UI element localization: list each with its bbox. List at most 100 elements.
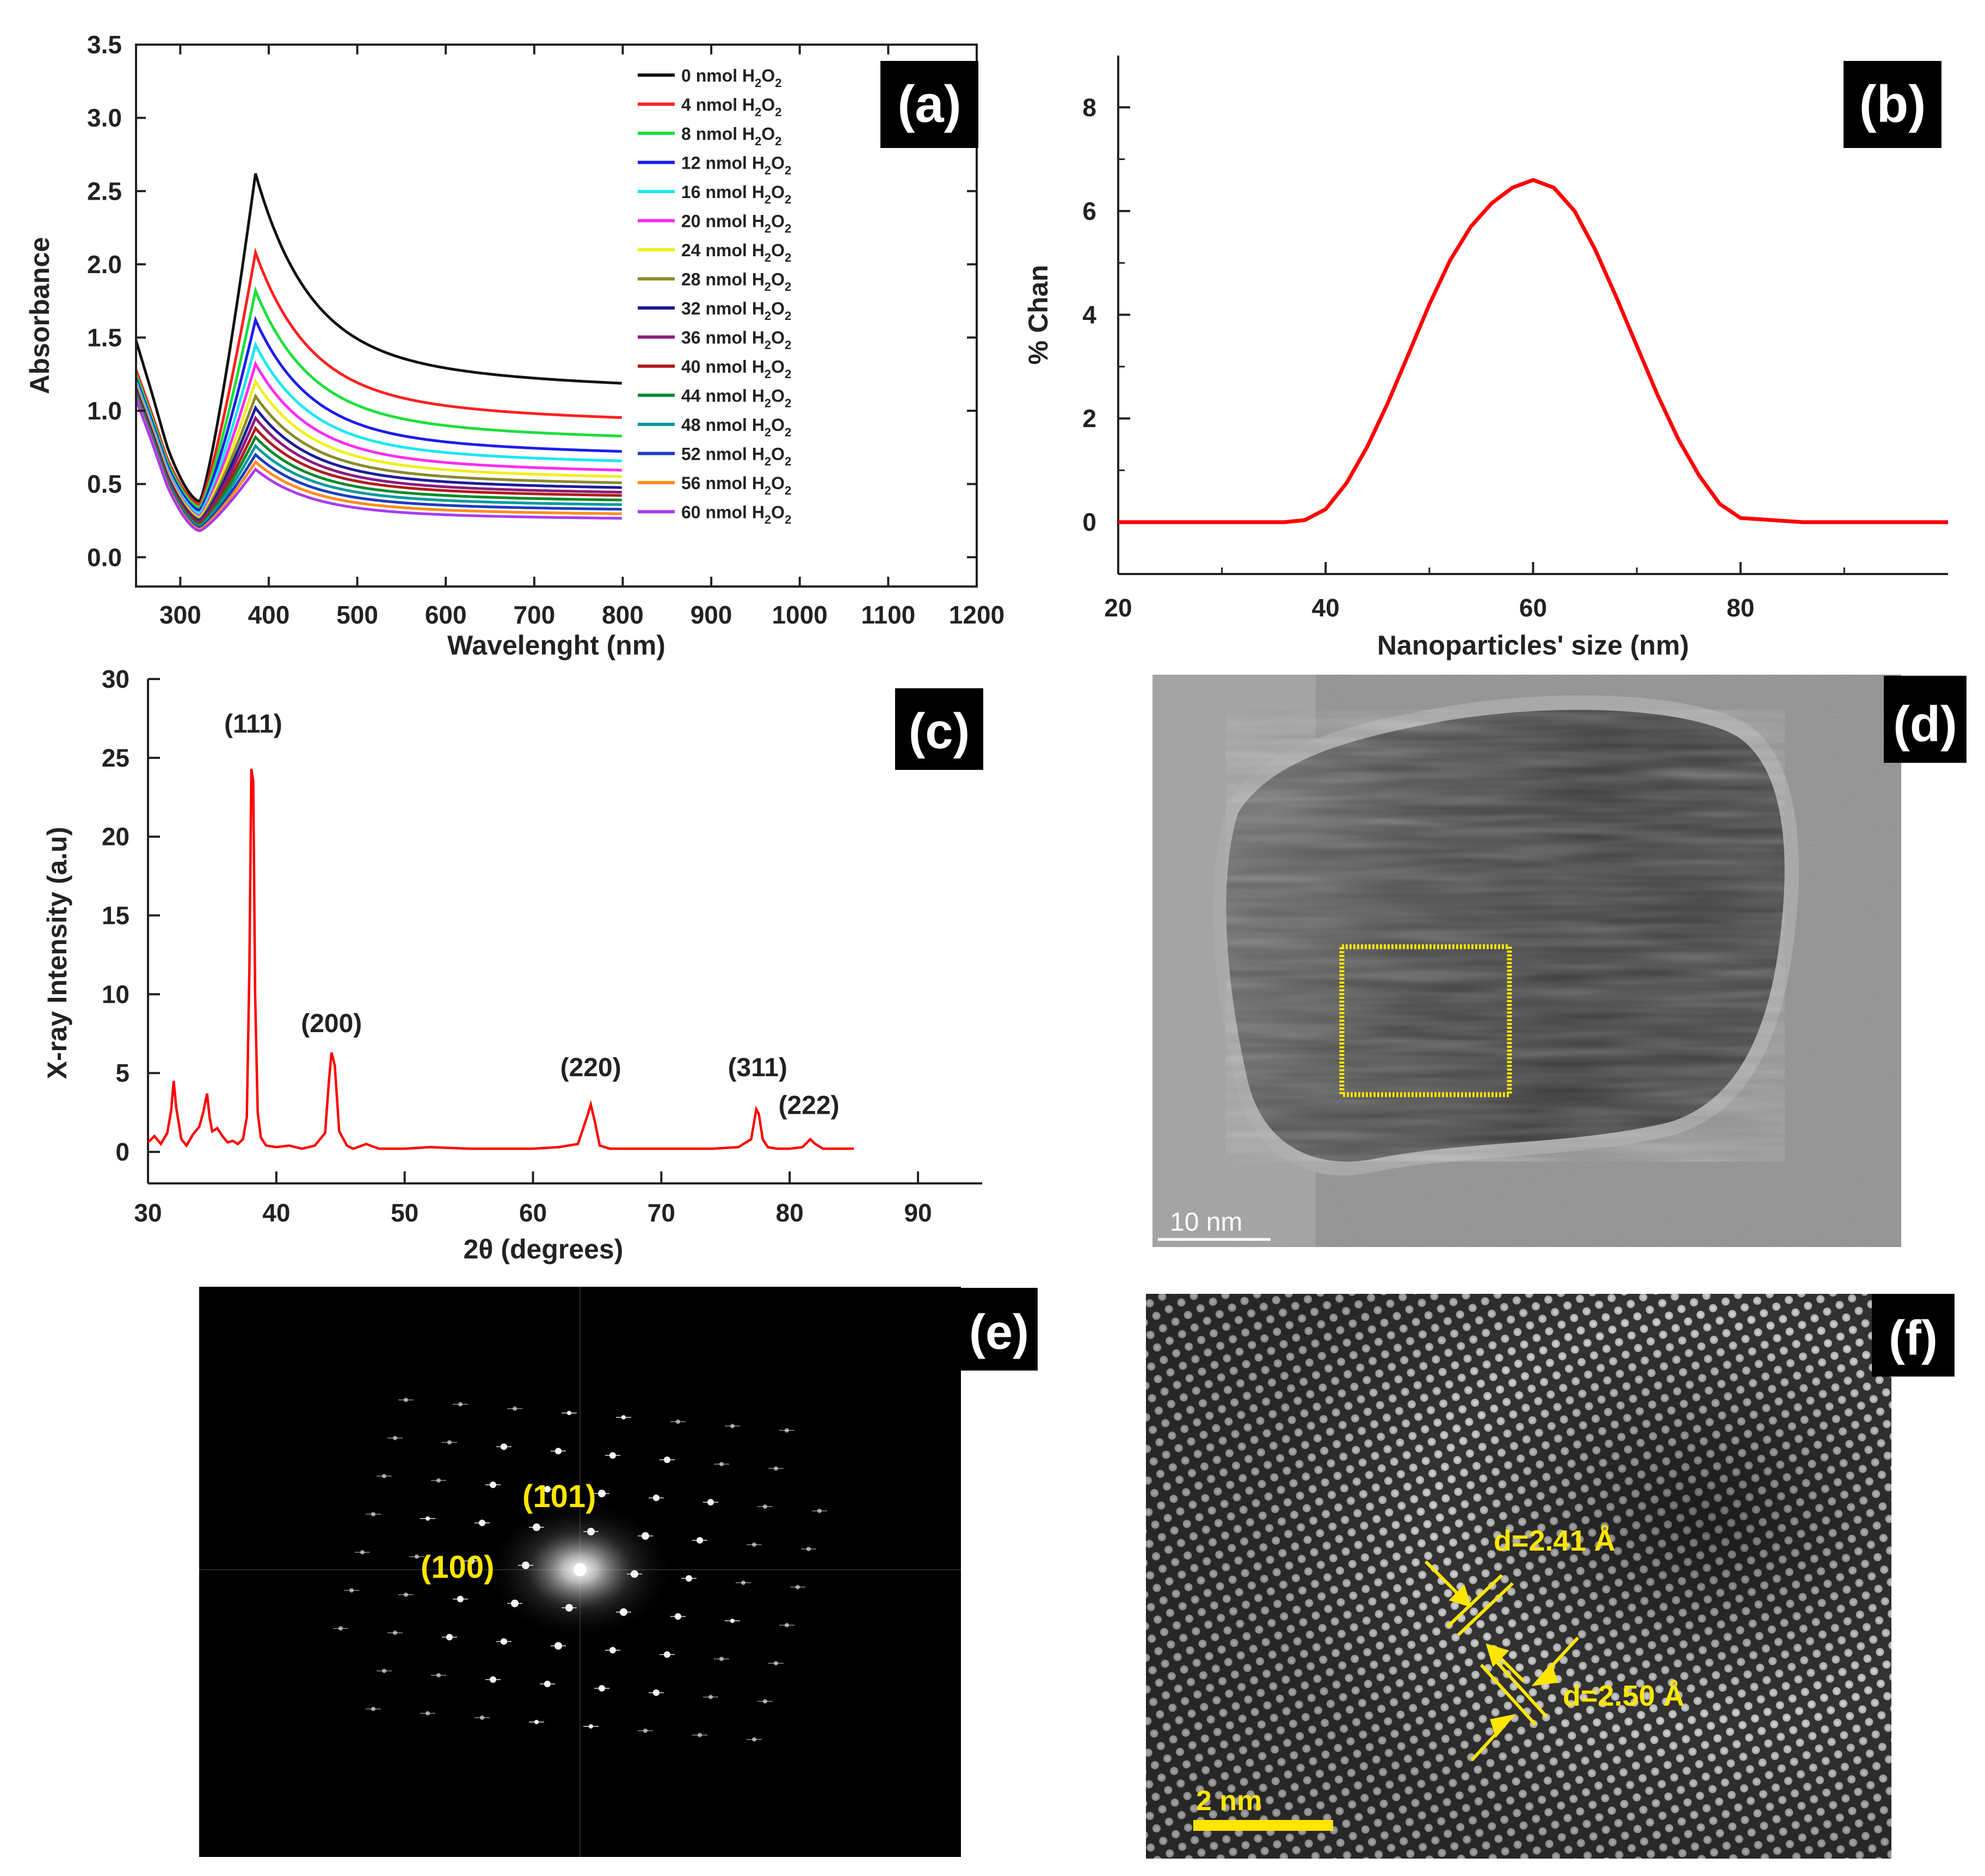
- x-axis-label: 2θ (degrees): [464, 1234, 624, 1264]
- y-tick-label: 2.0: [87, 250, 122, 279]
- panel-c-tag: (c): [909, 704, 970, 759]
- legend-label-11: 44 nmol H2O2: [681, 386, 791, 410]
- x-tick-label: 20: [1104, 594, 1132, 622]
- y-axis-label: Absorbance: [24, 237, 55, 394]
- panel-c-series-group: [147, 768, 854, 1150]
- panel-d-tag-box: [1884, 676, 1966, 763]
- spot-label-101: (101): [522, 1479, 596, 1514]
- fft-center-spot: [574, 1563, 587, 1576]
- y-tick-label: 30: [102, 665, 130, 693]
- x-tick-label: 60: [1519, 594, 1547, 622]
- panel-c-annotations: (111) (200) (220) (311) (222): [224, 709, 840, 1120]
- y-tick-label: 3.0: [87, 104, 122, 132]
- y-tick-label: 2: [1082, 404, 1096, 433]
- legend-label-6: 24 nmol H2O2: [681, 240, 791, 264]
- fft-spot: [404, 1398, 408, 1402]
- y-tick-label: 8: [1082, 93, 1096, 121]
- y-tick-label: 2.5: [87, 177, 122, 205]
- fft-spot: [676, 1420, 680, 1424]
- legend-label-15: 60 nmol H2O2: [681, 503, 791, 527]
- x-tick-label: 700: [513, 601, 555, 629]
- plot-frame: [135, 44, 978, 588]
- fft-spot: [480, 1715, 484, 1720]
- x-axis-label: Nanoparticles' size (nm): [1377, 630, 1689, 661]
- fft-spot: [447, 1440, 452, 1445]
- panel-e-tag: (e): [969, 1305, 1029, 1360]
- fft-spot: [785, 1428, 789, 1433]
- y-axis-label: % Chan: [1023, 265, 1053, 365]
- series-line-15: [134, 398, 622, 533]
- series-line-0: [134, 173, 622, 504]
- y-tick-label: 0: [115, 1138, 130, 1166]
- fft-spot: [796, 1585, 800, 1589]
- y-tick-label: 1.5: [87, 323, 122, 351]
- panel-d-tag: (d): [1893, 696, 1957, 752]
- fft-spot: [763, 1699, 767, 1704]
- fft-spot: [741, 1581, 745, 1585]
- legend-label-13: 52 nmol H2O2: [681, 445, 791, 468]
- fft-spot: [774, 1661, 778, 1665]
- panel-c-tag-box: [895, 688, 983, 770]
- x-tick-label: 1200: [949, 601, 1004, 629]
- fft-spot: [426, 1711, 430, 1715]
- panel-a-legend: 0 nmol H2O2 4 nmol H2O2 8 nmol H2O2 12 nmol…: [638, 66, 791, 527]
- panel-c: 30 40 50 60 70 80 90 0 5 10 15 20 25 30 2θ (degrees) X-…: [42, 665, 983, 1264]
- spot-label-100: (100): [421, 1550, 494, 1585]
- fft-spot: [719, 1657, 724, 1661]
- fft-spot: [806, 1547, 811, 1551]
- d-spacing-2: d=2.50 Å: [1563, 1680, 1685, 1712]
- series-line-2: [134, 286, 622, 509]
- x-tick-label: 80: [776, 1199, 804, 1227]
- fft-spot: [752, 1542, 756, 1547]
- x-tick-label: 40: [1312, 594, 1340, 622]
- y-tick-label: 0.0: [87, 543, 122, 571]
- legend-label-1: 4 nmol H2O2: [681, 95, 782, 119]
- y-tick-label: 4: [1082, 301, 1096, 329]
- panel-c-axes: 30 40 50 60 70 80 90 0 5 10 15 20 25 30 2θ (degrees) X-…: [42, 665, 982, 1264]
- series-line-13: [134, 396, 622, 530]
- hrtem-shading: [1146, 1294, 1891, 1859]
- y-tick-label: 1.0: [87, 397, 122, 425]
- peak-label: (311): [728, 1053, 787, 1082]
- x-tick-label: 1100: [861, 601, 915, 629]
- legend-label-14: 56 nmol H2O2: [681, 473, 791, 497]
- fft-spot: [393, 1631, 397, 1635]
- panel-e-fft-pattern: (101) (100) (e): [199, 1287, 1038, 1857]
- fft-spot: [415, 1554, 419, 1559]
- fft-spot: [393, 1436, 397, 1440]
- d-spacing-1: d=2.41 Å: [1494, 1525, 1616, 1557]
- panel-e-tag-box: [960, 1288, 1038, 1371]
- y-tick-label: 0: [1082, 508, 1096, 536]
- nanoparticle-streaks: [1226, 709, 1785, 1162]
- size-distribution-line: [1118, 177, 1948, 524]
- fft-spot: [763, 1504, 767, 1509]
- peak-label: (220): [560, 1053, 621, 1082]
- fft-spot: [382, 1669, 386, 1673]
- fft-spot: [360, 1550, 365, 1554]
- panel-b-axes: 20 40 60 80 0 2 4 6 8 Nanoparticles' size (nm) % C…: [1023, 55, 1948, 661]
- panel-a-series-group: [134, 173, 622, 533]
- y-tick-label: 25: [102, 744, 130, 772]
- x-axis-label: Wavelenght (nm): [447, 630, 665, 661]
- panel-b-tag: (b): [1859, 75, 1926, 133]
- series-line-11: [134, 392, 622, 527]
- fft-spot: [785, 1623, 789, 1627]
- panel-f-tag: (f): [1889, 1311, 1938, 1366]
- legend-label-2: 8 nmol H2O2: [681, 124, 782, 148]
- fringe-marker-2: [1470, 1636, 1580, 1762]
- peak-label: (200): [301, 1009, 362, 1038]
- peak-label: (111): [224, 709, 282, 738]
- panel-a-tag-box: [880, 61, 978, 148]
- fft-spot: [730, 1424, 735, 1428]
- fft-spot: [774, 1466, 778, 1471]
- legend-label-10: 40 nmol H2O2: [681, 357, 791, 381]
- x-tick-label: 300: [159, 601, 201, 629]
- legend-label-0: 0 nmol H2O2: [681, 66, 782, 90]
- x-tick-label: 1000: [772, 601, 828, 629]
- legend-label-3: 12 nmol H2O2: [681, 153, 791, 177]
- fft-spot: [458, 1402, 463, 1406]
- x-tick-label: 70: [648, 1199, 675, 1227]
- fft-spot: [404, 1593, 408, 1597]
- fft-spot: [817, 1509, 822, 1513]
- x-tick-label: 500: [336, 601, 378, 629]
